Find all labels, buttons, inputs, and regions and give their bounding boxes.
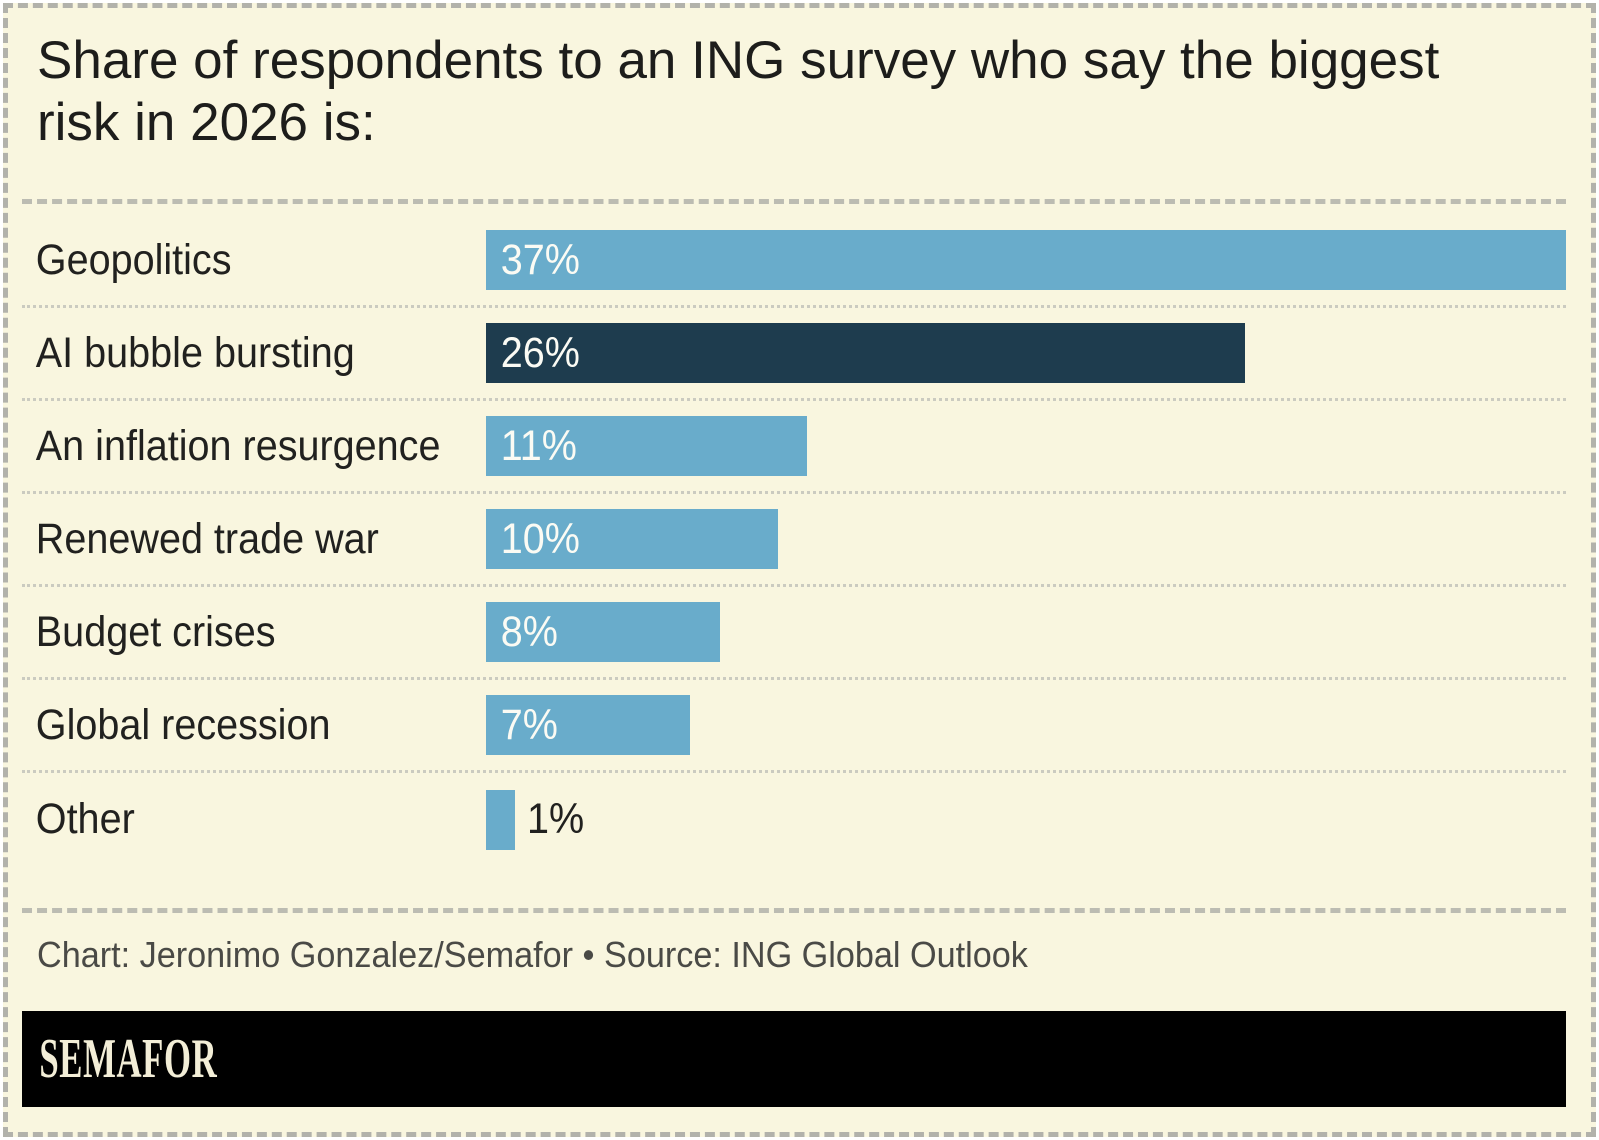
bar: 8% bbox=[486, 602, 720, 662]
semafor-wordmark: SEMAFOR bbox=[39, 1028, 218, 1090]
chart-row: Global recession 7% bbox=[22, 680, 1566, 773]
bar bbox=[486, 789, 516, 850]
chart-row: Renewed trade war 10% bbox=[22, 494, 1566, 587]
bar-value-label: 10% bbox=[500, 514, 580, 563]
bar-track: 37% bbox=[486, 230, 1566, 290]
bar: 10% bbox=[486, 509, 778, 569]
bar-track: 7% bbox=[486, 695, 1566, 755]
bar-value-label: 11% bbox=[500, 421, 577, 470]
chart-row: Geopolitics 37% bbox=[22, 215, 1566, 308]
bar: 37% bbox=[486, 230, 1566, 290]
bar-value-label: 26% bbox=[500, 328, 580, 377]
bar-value-label: 8% bbox=[500, 607, 558, 656]
separator-dashed-top bbox=[22, 199, 1566, 204]
card-frame: Share of respondents to an ING survey wh… bbox=[3, 3, 1596, 1137]
chart-title-line-2: risk in 2026 is: bbox=[37, 93, 376, 152]
bar-value-label: 1% bbox=[527, 795, 585, 843]
chart-rows: Geopolitics 37% AI bubble bursting 26% An in… bbox=[22, 215, 1566, 866]
bar-value-label: 37% bbox=[500, 235, 580, 284]
chart-row: An inflation resurgence 11% bbox=[22, 401, 1566, 494]
bar-track: 8% bbox=[486, 602, 1566, 662]
category-label: Renewed trade war bbox=[35, 514, 379, 563]
bar-value-label: 7% bbox=[500, 700, 558, 749]
category-label: Other bbox=[35, 795, 135, 843]
separator-dashed-bottom bbox=[22, 908, 1566, 913]
chart-row: Other 1% bbox=[22, 773, 1566, 866]
chart-row: AI bubble bursting 26% bbox=[22, 308, 1566, 401]
bar-track: 1% bbox=[486, 789, 1566, 850]
bar-track: 10% bbox=[486, 509, 1566, 569]
semafor-logo-bar: SEMAFOR bbox=[22, 1011, 1566, 1107]
bar: 26% bbox=[486, 323, 1245, 383]
bar-track: 26% bbox=[486, 323, 1566, 383]
category-label: An inflation resurgence bbox=[35, 421, 441, 470]
chart-title: Share of respondents to an ING survey wh… bbox=[37, 30, 1439, 154]
category-label: Budget crises bbox=[35, 607, 276, 656]
bar-track: 11% bbox=[486, 416, 1566, 476]
chart-row: Budget crises 8% bbox=[22, 587, 1566, 680]
bar: 11% bbox=[486, 416, 808, 476]
category-label: Geopolitics bbox=[35, 235, 232, 284]
chart-title-line-1: Share of respondents to an ING survey wh… bbox=[37, 31, 1440, 90]
category-label: AI bubble bursting bbox=[35, 328, 355, 377]
chart-credit: Chart: Jeronimo Gonzalez/Semafor • Sourc… bbox=[37, 934, 1028, 975]
bar: 7% bbox=[486, 695, 691, 755]
category-label: Global recession bbox=[35, 700, 331, 749]
